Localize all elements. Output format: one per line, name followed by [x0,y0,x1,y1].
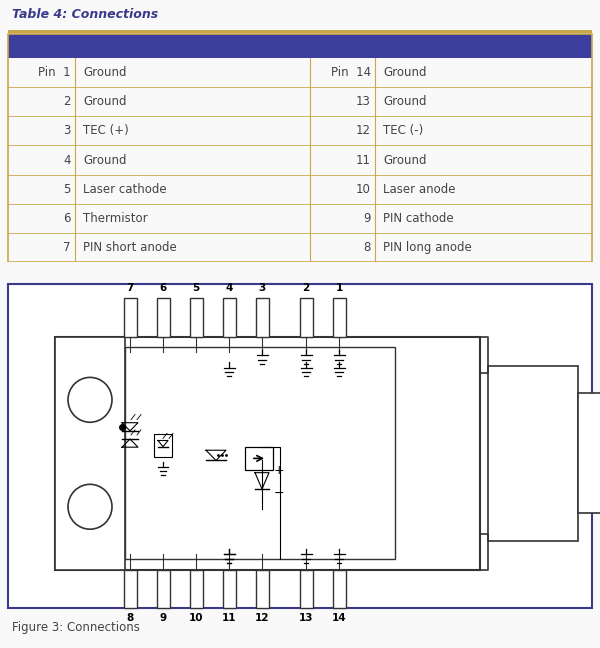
Text: Table 4: Connections: Table 4: Connections [12,8,158,21]
Bar [124,570,137,608]
Text: 14: 14 [332,614,346,623]
Text: 3: 3 [259,283,266,293]
Text: Ground: Ground [383,95,427,108]
Bar [157,298,170,337]
Bar [125,347,395,559]
Text: TEC (+): TEC (+) [83,124,129,137]
Text: 12: 12 [255,614,269,623]
Text: Pin  1: Pin 1 [38,66,71,79]
Text: PIN short anode: PIN short anode [83,241,177,254]
Bar [8,34,592,58]
Bar [256,298,269,337]
Text: Ground: Ground [383,66,427,79]
Text: Ground: Ground [83,95,127,108]
Text: 1: 1 [335,283,343,293]
Text: 12: 12 [356,124,371,137]
Text: Pin  14: Pin 14 [331,66,371,79]
Text: Ground: Ground [383,154,427,167]
Text: 10: 10 [356,183,371,196]
Text: 11: 11 [222,614,236,623]
Text: 2: 2 [302,283,310,293]
Text: 5: 5 [193,283,200,293]
Text: PIN cathode: PIN cathode [383,212,454,225]
Text: 4: 4 [226,283,233,293]
Text: 3: 3 [64,124,71,137]
Bar [488,365,578,541]
Text: 11: 11 [356,154,371,167]
Bar [8,30,592,33]
Text: −: − [274,487,284,500]
Bar [223,570,236,608]
Bar [245,447,273,470]
Text: 4: 4 [64,154,71,167]
Text: 10: 10 [189,614,203,623]
Text: 13: 13 [356,95,371,108]
Bar [333,570,346,608]
Text: Ground: Ground [83,66,127,79]
Text: Laser cathode: Laser cathode [83,183,167,196]
Text: 7: 7 [64,241,71,254]
Text: PIN long anode: PIN long anode [383,241,472,254]
Bar [190,298,203,337]
Bar [300,570,313,608]
Text: 9: 9 [364,212,371,225]
Text: +: + [274,464,284,477]
Text: 6: 6 [64,212,71,225]
Text: Ground: Ground [83,154,127,167]
Circle shape [68,377,112,422]
Bar [157,570,170,608]
Text: 5: 5 [64,183,71,196]
Bar [55,337,125,570]
Bar [300,298,313,337]
Text: Figure 3: Connections: Figure 3: Connections [12,621,140,634]
Bar [223,298,236,337]
Bar [154,434,172,457]
Text: TEC (-): TEC (-) [383,124,423,137]
Text: Thermistor: Thermistor [83,212,148,225]
Circle shape [68,484,112,529]
Text: Laser anode: Laser anode [383,183,455,196]
Bar [256,570,269,608]
Text: 8: 8 [364,241,371,254]
Text: 6: 6 [160,283,167,293]
Bar [190,570,203,608]
Text: 13: 13 [299,614,313,623]
Bar [55,337,480,570]
Bar [124,298,137,337]
Text: 2: 2 [64,95,71,108]
Text: 9: 9 [160,614,167,623]
Bar [8,34,592,262]
Text: 7: 7 [127,283,134,293]
Bar [333,298,346,337]
Text: 8: 8 [127,614,134,623]
Bar [578,393,600,513]
